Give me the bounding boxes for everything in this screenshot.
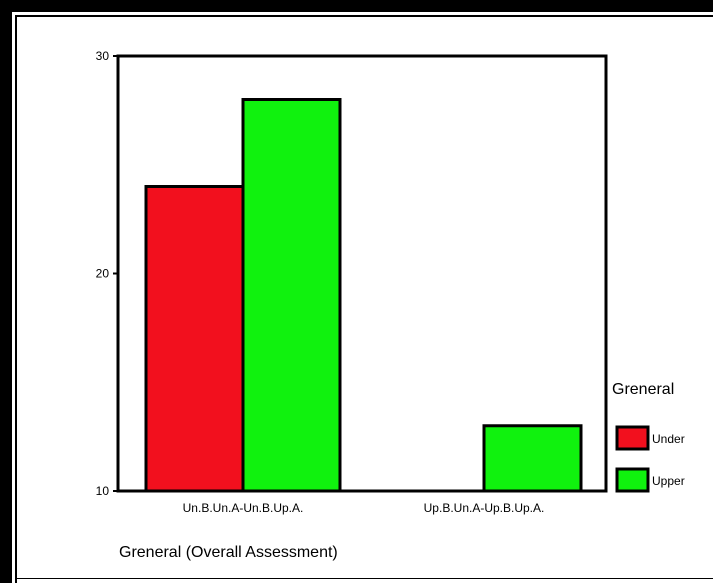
y-tick-label: 20 (96, 267, 110, 281)
legend-label-under: Under (652, 432, 685, 446)
bar-upper-2 (482, 424, 583, 493)
legend-swatch-upper (615, 467, 650, 493)
bar-under-1 (144, 185, 245, 493)
frame-border-top-inner (15, 15, 713, 17)
frame-border-top (0, 0, 713, 12)
x-axis-categories: Un.B.Un.A-Un.B.Up.A. Up.B.Un.A-Up.B.Up.A. (183, 501, 545, 515)
legend-title: Greneral (612, 381, 674, 398)
bar-upper-1 (241, 98, 342, 493)
y-tick-label: 10 (96, 484, 110, 498)
y-tick-label: 30 (96, 49, 110, 63)
frame-border-bottom-inner (15, 578, 713, 579)
x-category-label: Up.B.Un.A-Up.B.Up.A. (424, 501, 545, 515)
frame-border-left (0, 0, 12, 583)
y-axis-ticks: 10 20 30 (96, 49, 118, 498)
legend-label-upper: Upper (652, 474, 685, 488)
legend-swatch-under (615, 425, 650, 451)
x-axis-title: Greneral (Overall Assessment) (119, 544, 338, 561)
legend: Under Upper (615, 425, 685, 493)
bars-layer (144, 98, 583, 493)
frame-border-left-inner (15, 15, 17, 583)
x-category-label: Un.B.Un.A-Un.B.Up.A. (183, 501, 304, 515)
